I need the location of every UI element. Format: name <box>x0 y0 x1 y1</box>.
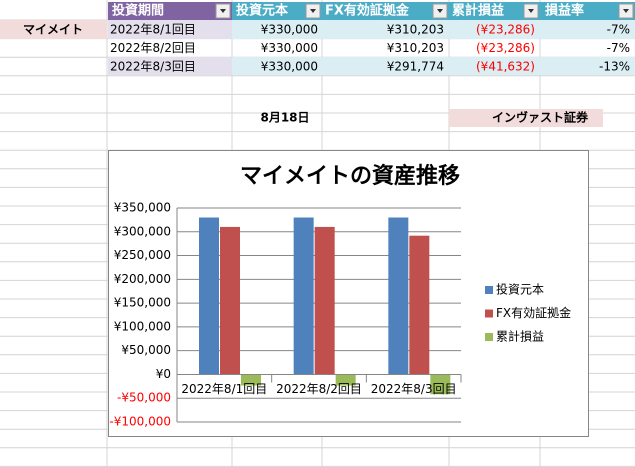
legend-label: FX有効証拠金 <box>496 305 571 320</box>
cell <box>108 57 232 75</box>
filter-arrow <box>437 9 443 13</box>
table-rows: 2022年8/1回目 ¥330,000 ¥310,203 (¥23,286) -7% 20… <box>110 23 630 74</box>
header: 投資元本 <box>236 3 288 19</box>
date-label: 8月18日 <box>260 111 309 125</box>
row-label: マイメイト <box>23 23 83 37</box>
bar <box>293 217 314 375</box>
cell-text: -7% <box>607 23 630 37</box>
cell-text: -7% <box>607 41 630 55</box>
x-tick-label: 2022年8/2回目 <box>276 382 362 396</box>
header: 損益率 <box>545 3 584 19</box>
cell-text: ¥291,774 <box>387 60 444 74</box>
cell <box>232 20 635 39</box>
bar <box>335 374 356 386</box>
cell-text: ¥310,203 <box>387 23 444 37</box>
cell-text: (¥23,286) <box>476 41 535 55</box>
cell <box>449 109 603 127</box>
cell-text: ¥330,000 <box>261 23 318 37</box>
cell-text: ¥330,000 <box>261 41 318 55</box>
filter-arrow <box>310 9 316 13</box>
x-tick-label: 2022年8/1回目 <box>181 382 267 396</box>
cell-text: ¥310,203 <box>387 41 444 55</box>
company-label: インヴァスト証券 <box>492 110 589 125</box>
cell-text: 2022年8/1回目 <box>110 23 196 37</box>
bar <box>241 374 261 386</box>
y-tick-label: -¥100,000 <box>109 415 171 429</box>
header: 累計損益 <box>452 3 504 19</box>
bar <box>388 217 409 375</box>
cell <box>108 20 232 39</box>
y-tick-label: ¥250,000 <box>114 248 171 262</box>
y-tick-label: ¥200,000 <box>114 272 171 286</box>
cell <box>232 57 635 75</box>
legend-swatch <box>485 309 493 318</box>
cell-text: (¥23,286) <box>476 23 535 37</box>
filter-buttons <box>215 3 634 19</box>
chart-title: マイメイトの資産推移 <box>240 163 460 189</box>
cell-text: 2022年8/3回目 <box>110 60 196 74</box>
filter-arrow <box>220 9 226 13</box>
chart: -¥100,000 -¥50,000 ¥0 ¥50,000 ¥100,000 ¥150,0… <box>109 201 571 429</box>
y-tick-label: ¥150,000 <box>114 296 171 310</box>
cell <box>0 20 107 39</box>
legend-swatch <box>485 333 493 341</box>
legend-swatch <box>485 286 493 294</box>
legend-label: 投資元本 <box>496 282 544 297</box>
y-tick-label: ¥300,000 <box>114 224 171 238</box>
header-cell <box>108 2 232 20</box>
cell-text: ¥330,000 <box>261 60 318 74</box>
chart-area <box>108 150 589 437</box>
y-tick-label: -¥50,000 <box>117 391 171 405</box>
cell-text: -13% <box>599 60 630 74</box>
filter-arrow <box>528 9 534 13</box>
y-tick-label: ¥50,000 <box>121 343 171 357</box>
bar <box>314 226 335 375</box>
header: 投資期間 <box>112 3 164 19</box>
bar <box>430 374 451 395</box>
bar <box>199 217 219 375</box>
header: FX有効証拠金 <box>325 3 410 19</box>
bar <box>220 226 240 375</box>
y-tick-label: ¥0 <box>156 367 171 381</box>
cell-text: 2022年8/2回目 <box>110 41 196 55</box>
x-tick-label: 2022年8/3回目 <box>371 382 457 396</box>
bar <box>409 235 430 375</box>
cell-text: (¥41,632) <box>476 60 535 74</box>
y-tick-label: ¥100,000 <box>114 319 171 333</box>
legend-label: 累計損益 <box>496 329 544 344</box>
y-tick-label: ¥350,000 <box>114 201 171 215</box>
filter-arrow <box>623 9 629 13</box>
